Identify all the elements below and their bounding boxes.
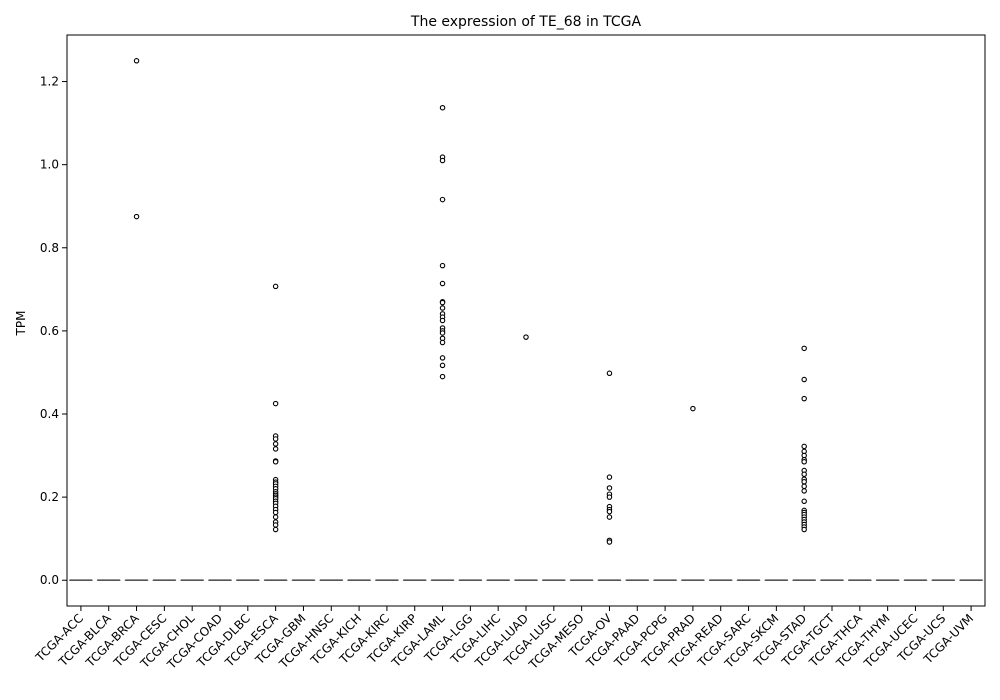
outlier-point — [439, 330, 446, 336]
outlier-point — [801, 395, 807, 402]
outlier-point — [272, 283, 279, 290]
chart-title: The expression of TE_68 in TCGA — [410, 14, 642, 30]
outlier-point — [439, 157, 446, 164]
outlier-point — [439, 196, 446, 203]
outlier-point — [801, 498, 807, 505]
outlier-point — [272, 446, 279, 452]
plot-content — [69, 58, 983, 582]
outlier-point — [690, 405, 696, 412]
outlier-point — [606, 494, 613, 500]
box-group — [124, 58, 149, 582]
box-group — [263, 283, 288, 582]
outlier-point — [801, 483, 807, 490]
outlier-point — [801, 345, 807, 352]
outlier-point — [272, 526, 279, 533]
y-tick-label: 0.0 — [40, 573, 59, 587]
outlier-point — [272, 441, 279, 447]
outlier-point — [439, 362, 446, 369]
box-group — [430, 104, 455, 582]
outlier-point — [801, 459, 807, 465]
outlier-point — [606, 370, 613, 377]
outlier-point — [439, 104, 446, 111]
outlier-point — [272, 400, 279, 407]
outlier-point — [439, 355, 446, 361]
outlier-point — [606, 514, 613, 520]
y-tick-label: 1.2 — [40, 75, 59, 89]
outlier-point — [801, 471, 807, 478]
outlier-point — [439, 339, 446, 346]
y-axis: 0.0 0.2 0.4 0.6 0.8 1.0 1.2 — [40, 75, 67, 587]
box-group — [597, 370, 622, 582]
outlier-point — [801, 443, 807, 450]
y-tick-label: 0.8 — [40, 241, 59, 255]
y-tick-label: 1.0 — [40, 158, 59, 172]
outlier-point — [439, 262, 446, 269]
outlier-point — [606, 539, 613, 545]
outlier-point — [801, 526, 807, 533]
y-tick-label: 0.6 — [40, 324, 59, 338]
plot-frame — [66, 34, 986, 607]
outlier-point — [801, 376, 807, 383]
outlier-point — [133, 213, 140, 220]
y-axis-label: TPM — [14, 311, 28, 337]
box-group — [514, 334, 538, 582]
y-tick-label: 0.2 — [40, 490, 59, 504]
outlier-point — [606, 474, 613, 480]
outlier-point — [272, 522, 279, 528]
outlier-point — [272, 436, 279, 442]
y-tick-label: 0.4 — [40, 407, 59, 421]
outlier-point — [606, 508, 613, 515]
outlier-point — [801, 488, 807, 494]
outlier-point — [133, 58, 140, 64]
outlier-point — [439, 373, 446, 380]
outlier-point — [523, 334, 529, 340]
box-group — [792, 345, 816, 582]
x-axis: TCGA-ACCTCGA-BLCATCGA-BRCATCGA-CESCTCGA-… — [32, 606, 976, 672]
outlier-point — [801, 478, 807, 485]
outlier-point — [439, 280, 446, 287]
outlier-point — [606, 485, 613, 491]
outlier-point — [272, 459, 279, 465]
outlier-point — [439, 299, 446, 306]
outlier-point — [439, 305, 446, 311]
outlier-point — [272, 514, 279, 520]
outlier-point — [272, 509, 279, 516]
outlier-point — [439, 317, 446, 324]
box-group — [681, 405, 705, 582]
